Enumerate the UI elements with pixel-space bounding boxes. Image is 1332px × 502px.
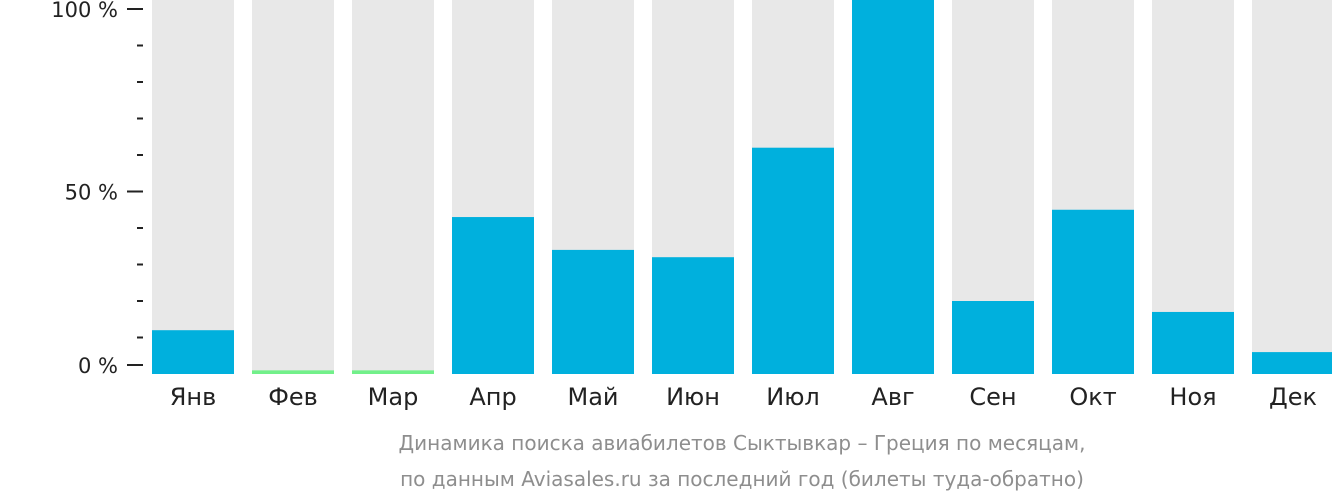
bar-2 (252, 370, 334, 374)
chart-caption-line-1: Динамика поиска авиабилетов Сыктывкар – … (398, 431, 1086, 455)
x-axis-category-label: Апр (469, 383, 516, 411)
bar-9 (952, 301, 1034, 374)
x-axis-category-label: Янв (170, 383, 217, 411)
x-axis-category-label: Авг (871, 383, 914, 411)
chart-caption-line-2: по данным Aviasales.ru за последний год … (400, 467, 1084, 491)
bar-6 (652, 257, 734, 374)
x-axis-category-label: Сен (969, 383, 1016, 411)
bar-background-1 (152, 0, 234, 374)
y-axis-tick-label: 100 % (51, 0, 118, 22)
bar-background-12 (1252, 0, 1332, 374)
x-axis-category-label: Июн (666, 383, 720, 411)
bar-11 (1152, 311, 1234, 374)
bar-4 (452, 217, 534, 374)
x-axis-category-label: Окт (1069, 383, 1116, 411)
bar-8 (852, 0, 934, 374)
y-axis-tick-label: 50 % (65, 181, 118, 205)
bar-background-11 (1152, 0, 1234, 374)
x-axis-category-label: Май (567, 383, 618, 411)
x-axis-category-label: Июл (766, 383, 820, 411)
x-axis-category-label: Ноя (1169, 383, 1216, 411)
x-axis-category-label: Фев (268, 383, 318, 411)
bar-5 (552, 249, 634, 374)
bar-background-2 (252, 0, 334, 374)
x-axis-category-label: Дек (1269, 383, 1317, 411)
bar-12 (1252, 352, 1332, 374)
bar-1 (152, 330, 234, 374)
bar-10 (1052, 209, 1134, 374)
bar-background-3 (352, 0, 434, 374)
y-axis-tick-label: 0 % (78, 354, 118, 378)
bar-3 (352, 370, 434, 374)
bar-7 (752, 147, 834, 374)
bar-chart: 100 % 50 % 0 % Янв Фев Мар Апр Май Июн Июл Авг Сен О… (51, 0, 1332, 411)
x-axis-category-label: Мар (368, 383, 419, 411)
